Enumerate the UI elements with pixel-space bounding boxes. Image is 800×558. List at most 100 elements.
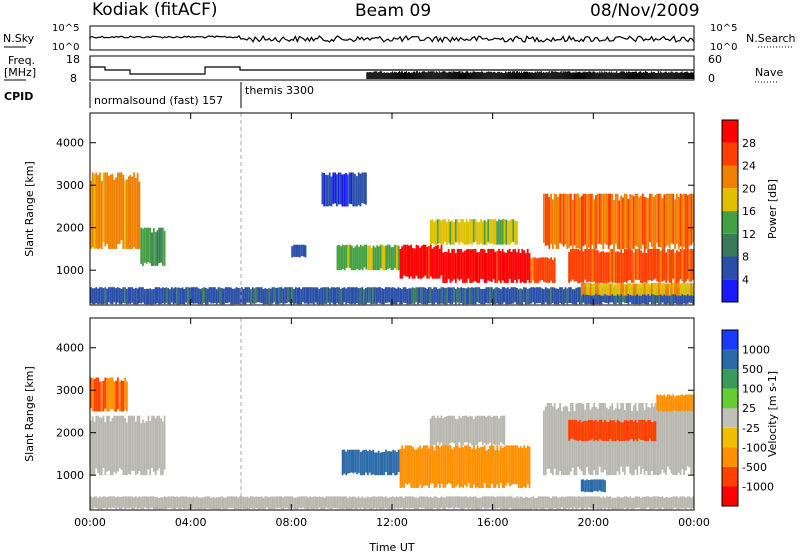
heatmap-cell	[352, 287, 355, 304]
heatmap-cell	[640, 419, 642, 440]
heatmap-cell	[676, 193, 678, 244]
heatmap-cell	[219, 497, 222, 510]
heatmap-cell	[543, 257, 545, 282]
heatmap-cell	[201, 497, 204, 510]
heatmap-cell	[294, 497, 297, 510]
heatmap-cell	[242, 496, 245, 510]
heatmap-cell	[390, 287, 392, 305]
heatmap-cell	[436, 288, 439, 305]
heatmap-cell	[463, 222, 466, 245]
heatmap-cell	[483, 220, 486, 245]
heatmap-cell	[670, 497, 673, 510]
heatmap-cell	[404, 244, 407, 277]
heatmap-cell	[487, 496, 490, 509]
heatmap-cell	[372, 449, 375, 475]
heatmap-cell	[453, 447, 456, 488]
heatmap-cell	[127, 415, 130, 474]
heatmap-cell	[614, 288, 617, 305]
x-tick-label: 00:00	[678, 516, 710, 529]
heatmap-cell	[285, 496, 288, 508]
heatmap-cell	[672, 403, 675, 476]
heatmap-cell	[582, 287, 585, 303]
heatmap-cell	[613, 284, 615, 296]
heatmap-cell	[570, 496, 572, 508]
heatmap-cell	[458, 448, 461, 488]
heatmap-cell	[447, 219, 450, 243]
heatmap-cell	[221, 496, 223, 509]
heatmap-cell	[649, 283, 651, 296]
heatmap-cell	[544, 287, 547, 303]
heatmap-cell	[453, 287, 455, 303]
heatmap-cell	[562, 289, 565, 305]
heatmap-cell	[428, 497, 430, 510]
heatmap-cell	[138, 496, 141, 509]
heatmap-cell	[469, 287, 472, 305]
heatmap-cell	[659, 288, 662, 305]
heatmap-cell	[381, 244, 384, 270]
heatmap-cell	[126, 288, 128, 305]
heatmap-cell	[386, 451, 389, 476]
x-tick-label: 20:00	[577, 516, 609, 529]
heatmap-cell	[607, 193, 610, 249]
heatmap-cell	[508, 496, 511, 509]
heatmap-cell	[217, 497, 220, 510]
heatmap-cell	[607, 252, 610, 283]
heatmap-cell	[496, 287, 499, 304]
heatmap-cell	[120, 496, 123, 510]
heatmap-cell	[91, 172, 94, 248]
heatmap-cell	[690, 408, 693, 476]
heatmap-cell	[343, 449, 346, 474]
heatmap-cell	[587, 496, 590, 508]
heatmap-cell	[532, 287, 534, 303]
heatmap-cell	[652, 248, 655, 280]
heatmap-cell	[307, 497, 310, 510]
heatmap-cell	[399, 496, 401, 508]
heatmap-cell	[593, 248, 596, 282]
heatmap-cell	[160, 227, 162, 263]
heatmap-cell	[199, 289, 202, 305]
heatmap-cell	[548, 288, 551, 305]
heatmap-cell	[526, 248, 529, 280]
heatmap-cell	[367, 451, 369, 476]
heatmap-cell	[598, 419, 601, 439]
heatmap-cell	[431, 248, 434, 279]
heatmap-cell	[273, 287, 276, 303]
heatmap-cell	[595, 479, 597, 491]
heatmap-cell	[607, 422, 610, 442]
heatmap-cell	[674, 199, 676, 249]
heatmap-cell	[172, 496, 175, 510]
heatmap-cell	[365, 497, 367, 510]
heatmap-cell	[444, 288, 446, 305]
heatmap-cell	[537, 258, 540, 283]
heatmap-cell	[602, 422, 605, 442]
heatmap-cell	[490, 417, 493, 446]
power-x-ticks	[89, 113, 695, 305]
heatmap-cell	[636, 282, 639, 295]
heatmap-cell	[676, 250, 678, 283]
heatmap-cell	[480, 288, 482, 305]
heatmap-cell	[647, 419, 650, 442]
nave-right-tick-top: 60	[708, 53, 722, 66]
heatmap-cell	[208, 496, 211, 509]
heatmap-cell	[676, 287, 678, 305]
heatmap-cell	[134, 496, 137, 508]
heatmap-cell	[681, 289, 684, 305]
heatmap-cell	[614, 283, 617, 296]
heatmap-cell	[485, 496, 488, 509]
colorbar-frame	[721, 119, 739, 303]
colorbar-tick-label: 20	[742, 182, 756, 195]
heatmap-cell	[411, 287, 414, 304]
heatmap-cell	[496, 445, 499, 485]
heatmap-cell	[616, 282, 619, 295]
heatmap-cell	[474, 219, 477, 242]
heatmap-cell	[618, 496, 621, 510]
heatmap-cell	[151, 289, 153, 305]
heatmap-cell	[458, 415, 461, 443]
heatmap-cell	[442, 219, 445, 245]
heatmap-cell	[394, 450, 396, 476]
heatmap-cell	[501, 496, 504, 509]
heatmap-cell	[566, 194, 569, 249]
heatmap-cell	[266, 288, 268, 305]
heatmap-cell	[649, 407, 651, 476]
heatmap-cell	[399, 248, 402, 279]
